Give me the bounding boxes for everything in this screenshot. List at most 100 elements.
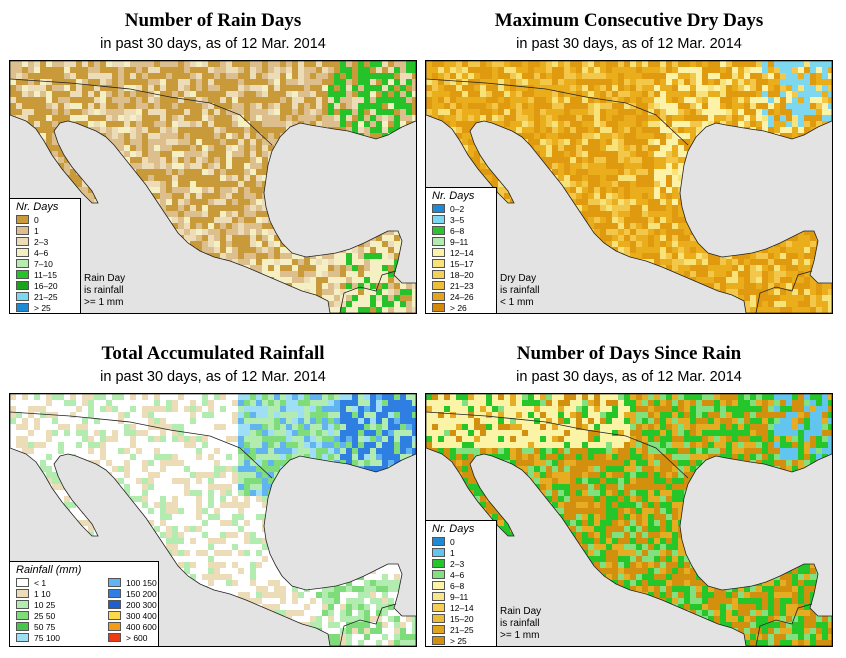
legend-item: 100 150 — [102, 577, 182, 588]
legend-label: 12–14 — [450, 602, 474, 613]
country-border — [755, 270, 813, 313]
legend-item: 9–11 — [426, 591, 496, 602]
country-border — [755, 603, 813, 646]
legend-title: Nr. Days — [432, 190, 475, 202]
legend-item: 1 — [10, 225, 80, 236]
country-border — [339, 270, 397, 313]
legend-swatch — [432, 537, 445, 546]
legend-item: 6–8 — [426, 225, 496, 236]
legend-label: 7–10 — [34, 258, 53, 269]
legend-swatch — [16, 270, 29, 279]
legend-swatch — [16, 303, 29, 312]
legend-label: 2–3 — [34, 236, 49, 247]
legend-note: Dry Day is rainfall < 1 mm — [500, 273, 539, 309]
legend-item: 400 600 — [102, 621, 182, 632]
map-canvas — [10, 61, 416, 313]
legend: Nr. Days 0–2 3–5 6–8 9–11 12–14 15–17 18–20 21–… — [426, 187, 497, 313]
legend-swatch — [432, 270, 445, 279]
legend-rows: 0–2 3–5 6–8 9–11 12–14 15–17 18–20 21–23 24–26 > … — [426, 203, 496, 313]
legend-swatch — [16, 633, 29, 642]
legend-label: < 1 — [34, 577, 47, 588]
days-since-rain-map: Nr. Days 0 1 2–3 4–6 6–8 9–11 12–14 15–20 21–25 >… — [425, 393, 833, 647]
legend-label: 0 — [450, 536, 455, 547]
legend: Rainfall (mm) < 1 100 150 1 10 150 200 10 25… — [10, 561, 159, 646]
legend-item: > 600 — [102, 632, 182, 643]
country-border — [339, 603, 397, 646]
legend-swatch — [432, 592, 445, 601]
legend-swatch — [432, 303, 445, 312]
legend-swatch — [432, 559, 445, 568]
legend-rows: 0 1 2–3 4–6 7–10 11–15 16–20 21–25 > 25 — [10, 214, 80, 313]
note-line: >= 1 mm — [500, 630, 540, 641]
legend-label: 6–8 — [450, 580, 465, 591]
legend-label: 0–2 — [450, 203, 465, 214]
dry-days-map: Nr. Days 0–2 3–5 6–8 9–11 12–14 15–17 18–20 21–… — [425, 60, 833, 314]
legend-item: 21–25 — [426, 624, 496, 635]
panel-title: Number of Rain Days — [124, 10, 302, 31]
legend-swatch — [16, 281, 29, 290]
panel-total-rainfall: Total Accumulated Rainfall in past 30 da… — [9, 333, 417, 653]
legend-item: 150 200 — [102, 588, 182, 599]
legend-item: 12–14 — [426, 247, 496, 258]
legend-label: 150 200 — [126, 588, 157, 599]
legend-title: Nr. Days — [16, 201, 59, 213]
legend-swatch — [16, 259, 29, 268]
legend-label: 12–14 — [450, 247, 474, 258]
legend-item: 2–3 — [10, 236, 80, 247]
total-rainfall-map: Rainfall (mm) < 1 100 150 1 10 150 200 10 25… — [9, 393, 417, 647]
legend-label: 21–25 — [450, 624, 474, 635]
legend-swatch — [432, 226, 445, 235]
legend-label: 4–6 — [450, 569, 465, 580]
legend-swatch — [108, 589, 121, 598]
legend-item: 2–3 — [426, 558, 496, 569]
legend-swatch — [16, 215, 29, 224]
legend-swatch — [16, 578, 29, 587]
legend-item: < 1 — [10, 577, 102, 588]
legend-label: 15–17 — [450, 258, 474, 269]
legend-swatch — [16, 292, 29, 301]
legend-label: 75 100 — [34, 632, 60, 643]
legend-swatch — [432, 215, 445, 224]
legend-swatch — [108, 622, 121, 631]
legend-swatch — [432, 204, 445, 213]
legend-item: 15–17 — [426, 258, 496, 269]
panel-subtitle: in past 30 days, as of 12 Mar. 2014 — [100, 369, 326, 385]
legend-rows: < 1 100 150 1 10 150 200 10 25 200 300 25 50 30… — [10, 577, 158, 646]
legend-label: 10 25 — [34, 599, 56, 610]
legend-item: 12–14 — [426, 602, 496, 613]
legend-item: 11–15 — [10, 269, 80, 280]
rain-days-map: Nr. Days 0 1 2–3 4–6 7–10 11–15 16–20 21–25 > 25… — [9, 60, 417, 314]
legend-swatch — [432, 570, 445, 579]
legend-label: 50 75 — [34, 621, 56, 632]
panel-rain-days: Number of Rain Days in past 30 days, as … — [9, 0, 417, 320]
country-border — [10, 78, 273, 146]
legend-label: 16–20 — [34, 280, 58, 291]
legend-label: 1 10 — [34, 588, 51, 599]
legend-label: 400 600 — [126, 621, 157, 632]
legend-item: 0 — [426, 536, 496, 547]
legend-item: 1 10 — [10, 588, 102, 599]
legend-item: 15–20 — [426, 613, 496, 624]
note-line: < 1 mm — [500, 297, 534, 308]
legend-label: 0 — [34, 214, 39, 225]
legend-title: Rainfall (mm) — [16, 564, 82, 576]
legend: Nr. Days 0 1 2–3 4–6 7–10 11–15 16–20 21–25 > 25 — [10, 198, 81, 313]
legend-item: 200 300 — [102, 599, 182, 610]
note-line: Dry Day — [500, 273, 537, 284]
country-border — [426, 411, 689, 479]
panel-title: Total Accumulated Rainfall — [101, 343, 325, 364]
panel-title: Maximum Consecutive Dry Days — [494, 10, 764, 31]
legend-item: 24–26 — [426, 291, 496, 302]
legend-swatch — [108, 611, 121, 620]
legend-item: 1 — [426, 547, 496, 558]
panel-days-since-rain: Number of Days Since Rain in past 30 day… — [425, 333, 833, 653]
legend-label: > 25 — [450, 635, 467, 646]
note-line: is rainfall — [500, 285, 540, 296]
legend-label: 21–23 — [450, 280, 474, 291]
legend-swatch — [108, 600, 121, 609]
legend-item: 300 400 — [102, 610, 182, 621]
legend-label: 9–11 — [450, 591, 469, 602]
panel-title: Number of Days Since Rain — [516, 343, 742, 364]
country-border — [426, 78, 689, 146]
legend-swatch — [432, 614, 445, 623]
